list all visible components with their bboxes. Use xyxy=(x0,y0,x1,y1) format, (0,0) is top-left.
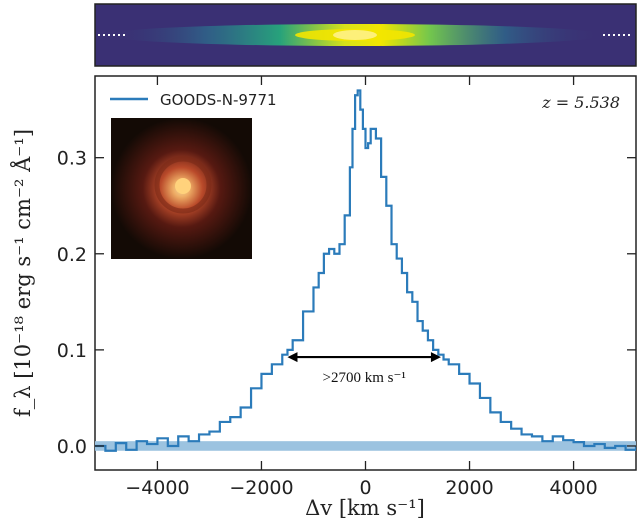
legend-label: GOODS-N-9771 xyxy=(160,91,277,109)
x-tick-label: 0 xyxy=(359,477,371,499)
error-band xyxy=(95,441,636,451)
redshift-label: z = 5.538 xyxy=(541,93,620,112)
y-axis-ticks: 0.0 0.1 0.2 0.3 xyxy=(57,148,636,458)
fwhm-label: >2700 km s⁻¹ xyxy=(323,370,406,386)
x-axis-label: Δv [km s⁻¹] xyxy=(305,496,425,520)
y-tick-label: 0.2 xyxy=(57,244,87,266)
series-line-goods-n-9771 xyxy=(95,89,636,452)
y-axis-label: f_λ [10⁻¹⁸ erg s⁻¹ cm⁻² Å⁻¹] xyxy=(10,129,35,417)
fwhm-arrowhead-left xyxy=(287,352,298,363)
x-tick-label: 2000 xyxy=(445,477,493,499)
fwhm-annotation: >2700 km s⁻¹ xyxy=(287,352,441,386)
x-tick-label: −2000 xyxy=(229,477,293,499)
y-tick-label: 0.3 xyxy=(57,148,87,170)
x-axis-ticks: −4000 −2000 0 2000 4000 xyxy=(125,76,598,499)
galaxy-image-inset xyxy=(111,118,252,259)
fwhm-arrowhead-right xyxy=(430,352,441,363)
x-tick-label: 4000 xyxy=(549,477,597,499)
x-tick-label: −4000 xyxy=(125,477,189,499)
spectrum-2d-panel xyxy=(94,3,637,67)
y-tick-label: 0.1 xyxy=(57,340,87,362)
legend: GOODS-N-9771 xyxy=(110,91,277,109)
y-tick-label: 0.0 xyxy=(57,436,87,458)
